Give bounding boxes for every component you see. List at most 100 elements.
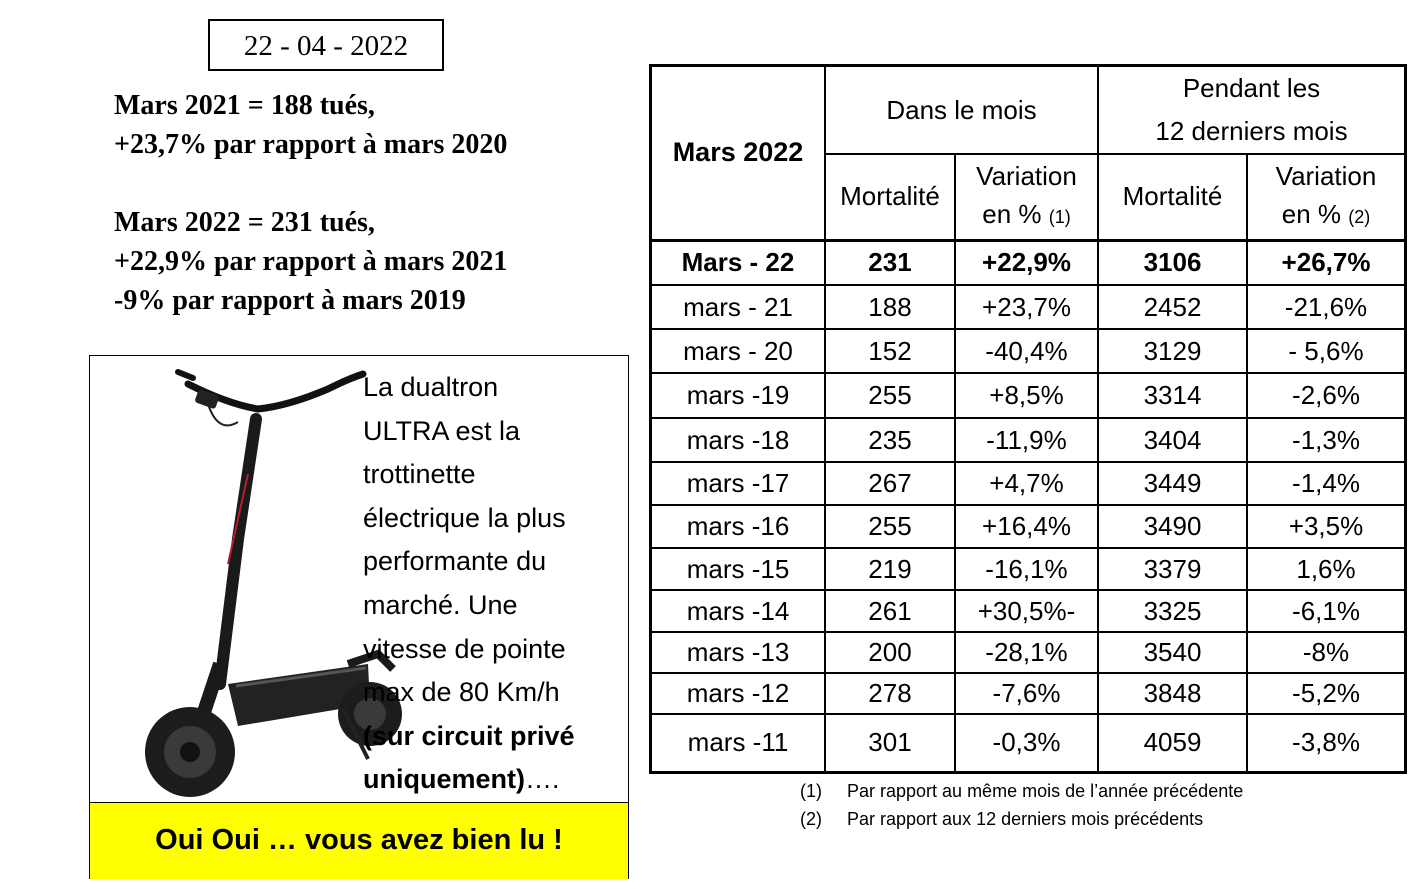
row-label: mars -18 [649,417,826,463]
promo-ellipsis: …. [525,764,560,795]
promo-line: marché. Une [363,589,518,620]
promo-box: La dualtron ULTRA est la trottinette éle… [89,355,629,879]
stats-2022: Mars 2022 = 231 tués, +22,9% par rapport… [114,203,507,320]
cell-variation-month: -16,1% [954,547,1099,591]
cell-variation-12m: +3,5% [1246,504,1407,549]
promo-line: performante du [363,546,547,577]
cell-mortality-12m: 3490 [1097,504,1248,549]
cell-mortality-12m: 3379 [1097,547,1248,591]
table-row: mars -14 261 +30,5%- 3325 -6,1% [649,589,1407,633]
col-header-text: en % [1281,199,1342,230]
col-header-line: Variation [1275,161,1377,192]
table-row: mars -18 235 -11,9% 3404 -1,3% [649,417,1407,463]
col-header-line: en % (2) [1248,195,1404,236]
table-row: mars - 21 188 +23,7% 2452 -21,6% [649,284,1407,330]
cell-mortality-12m: 3404 [1097,417,1248,463]
cell-variation-12m: - 5,6% [1246,328,1407,374]
col-header-variation-month: Variation en % (1) [954,153,1099,241]
cell-mortality-month: 188 [824,284,956,330]
cell-variation-12m: -2,6% [1246,372,1407,419]
table-header: Mars 2022 Dans le mois Pendant les 12 de… [649,64,1407,241]
stat-line: Mars 2022 = 231 tués, [114,207,375,238]
stat-line: Mars 2021 = 188 tués, [114,90,375,121]
cell-variation-month: +22,9% [954,239,1099,286]
promo-bold-text: uniquement) [363,764,525,795]
group-header-month: Dans le mois [824,64,1099,155]
row-label: mars -13 [649,631,826,674]
group-header-12-months: Pendant les 12 derniers mois [1097,64,1407,155]
promo-line: La dualtron [363,372,499,402]
stats-2021: Mars 2021 = 188 tués, +23,7% par rapport… [114,86,507,164]
footnote-number: (1) [800,781,822,801]
cell-mortality-month: 152 [824,328,956,374]
cell-variation-12m: -8% [1246,631,1407,674]
cell-mortality-month: 261 [824,589,956,633]
cell-mortality-12m: 3449 [1097,461,1248,506]
row-label: mars -17 [649,461,826,506]
cell-mortality-12m: 3314 [1097,372,1248,419]
row-label: mars -15 [649,547,826,591]
col-header-line: Variation [976,161,1077,192]
cell-variation-12m: +26,7% [1246,239,1407,286]
row-label: mars -12 [649,672,826,715]
promo-line: ULTRA est la [363,415,521,446]
table-row: mars -12 278 -7,6% 3848 -5,2% [649,672,1407,715]
promo-line: vitesse de pointe [363,633,566,664]
row-label: Mars - 22 [649,239,826,286]
table-row: mars -19 255 +8,5% 3314 -2,6% [649,372,1407,419]
cell-variation-month: -40,4% [954,328,1099,374]
row-label: mars -11 [649,713,826,773]
cell-variation-12m: -1,4% [1246,461,1407,506]
cell-mortality-12m: 3106 [1097,239,1248,286]
cell-mortality-month: 267 [824,461,956,506]
cell-variation-month: -0,3% [954,713,1099,773]
cell-variation-12m: -5,2% [1246,672,1407,715]
cell-mortality-12m: 3325 [1097,589,1248,633]
cell-mortality-12m: 3129 [1097,328,1248,374]
group-header-line: 12 derniers mois [1155,116,1348,146]
table-row: Mars - 22 231 +22,9% 3106 +26,7% [649,239,1407,286]
table-row: mars -16 255 +16,4% 3490 +3,5% [649,504,1407,549]
cell-mortality-12m: 3540 [1097,631,1248,674]
col-header-text: en % [982,199,1042,230]
table-row: mars - 20 152 -40,4% 3129 - 5,6% [649,328,1407,374]
col-header-line: en % (1) [956,195,1097,236]
cell-mortality-12m: 3848 [1097,672,1248,715]
cell-variation-12m: -3,8% [1246,713,1407,773]
date-box: 22 - 04 - 2022 [208,19,444,71]
cell-mortality-month: 235 [824,417,956,463]
table-row: mars -11 301 -0,3% 4059 -3,8% [649,713,1407,773]
table-row: mars -17 267 +4,7% 3449 -1,4% [649,461,1407,506]
promo-line: max de 80 Km/h [363,677,560,708]
cell-mortality-12m: 4059 [1097,713,1248,773]
scooter-image [145,369,402,797]
row-label: mars - 21 [649,284,826,330]
footnote-text: Par rapport aux 12 derniers mois précéde… [847,809,1204,829]
cell-variation-month: +16,4% [954,504,1099,549]
cell-mortality-month: 301 [824,713,956,773]
footnote-text: Par rapport au même mois de l’année préc… [847,781,1244,801]
promo-line-bold: (sur circuit privé [363,720,575,751]
promo-line: électrique la plus [363,502,566,533]
promo-banner: Oui Oui … vous avez bien lu ! [90,802,628,879]
cell-variation-12m: -1,3% [1246,417,1407,463]
group-header-line: Pendant les [1182,73,1321,103]
cell-mortality-month: 278 [824,672,956,715]
cell-mortality-month: 255 [824,504,956,549]
stat-line: +22,9% par rapport à mars 2021 [114,246,508,277]
promo-line: trottinette [363,459,476,490]
col-header-mortalite-12m: Mortalité [1097,153,1248,241]
cell-variation-month: -11,9% [954,417,1099,463]
footnote-2: (2) Par rapport aux 12 derniers mois préc… [800,809,1203,830]
row-label: mars -19 [649,372,826,419]
promo-line-last: uniquement)…. [363,758,625,802]
row-label: mars -14 [649,589,826,633]
row-label: mars - 20 [649,328,826,374]
cell-mortality-month: 200 [824,631,956,674]
footnote-1: (1) Par rapport au même mois de l’année p… [800,781,1243,802]
cell-variation-month: +8,5% [954,372,1099,419]
cell-variation-month: +30,5%- [954,589,1099,633]
table-row: mars -13 200 -28,1% 3540 -8% [649,631,1407,674]
mortality-table: Mars 2022 Dans le mois Pendant les 12 de… [649,64,1407,774]
table-body: Mars - 22 231 +22,9% 3106 +26,7% mars - … [649,239,1407,773]
